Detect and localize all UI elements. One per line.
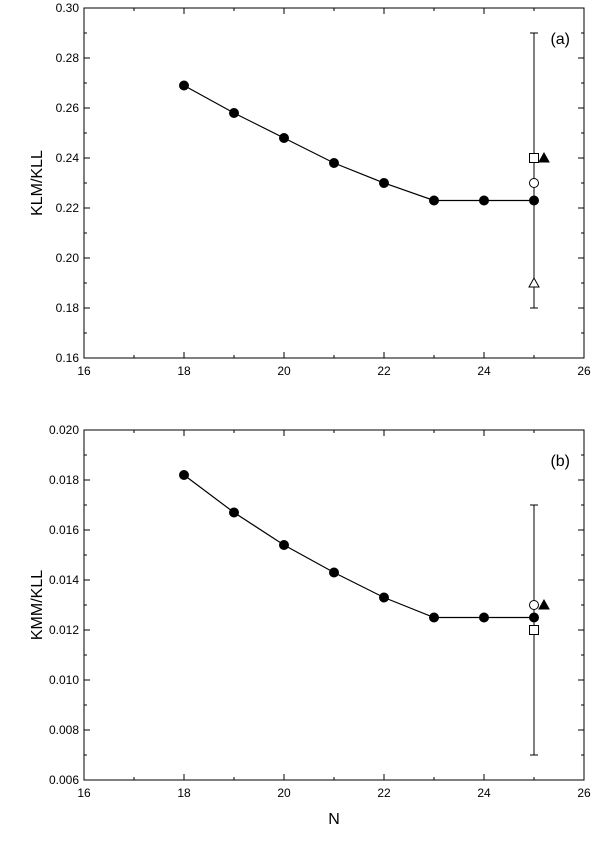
y-tick-label: 0.018	[49, 473, 79, 487]
y-tick-label: 0.26	[56, 101, 80, 115]
data-point	[479, 612, 489, 623]
data-point	[179, 470, 189, 480]
x-tick-label: 26	[577, 786, 591, 800]
comparison-point-open-square	[529, 625, 539, 635]
series-line	[183, 474, 534, 619]
y-tick-label: 0.16	[56, 351, 80, 365]
data-point	[529, 195, 539, 206]
plot-frame	[83, 7, 585, 359]
y-axis-label: KLM/KLL	[29, 150, 46, 216]
comparison-point-filled-triangle	[538, 151, 550, 163]
comparison-point-open-circle	[529, 600, 539, 610]
comparison-point-open-square	[529, 153, 539, 163]
data-point	[279, 540, 289, 550]
y-tick-label: 0.18	[56, 301, 80, 315]
y-tick-label: 0.006	[49, 773, 79, 787]
data-point	[329, 158, 339, 168]
y-tick-label: 0.008	[49, 723, 79, 737]
data-point	[379, 178, 389, 188]
x-tick-label: 18	[177, 364, 191, 378]
plot-frame	[83, 429, 585, 781]
comparison-point-filled-triangle	[538, 598, 550, 610]
data-point	[279, 133, 289, 143]
data-point	[179, 80, 189, 91]
y-tick-label: 0.012	[49, 623, 79, 637]
data-point	[229, 507, 239, 518]
x-tick-label: 22	[377, 364, 391, 378]
data-point	[379, 592, 389, 603]
y-tick-label: 0.016	[49, 523, 79, 537]
x-tick-label: 20	[277, 364, 291, 378]
panel-a: 16 18 20 22 24 26 0.16 0.18 0.20 0.22 0.24 0.26 0.28…	[29, 1, 591, 378]
series-line	[183, 84, 534, 202]
y-tick-label: 0.30	[56, 1, 80, 15]
x-tick-label: 26	[577, 364, 591, 378]
panel-label: (a)	[550, 31, 570, 48]
x-tick-label: 24	[477, 364, 491, 378]
x-tick-label: 22	[377, 786, 391, 800]
x-tick-label: 16	[77, 364, 91, 378]
comparison-point-open-triangle	[528, 276, 540, 288]
x-tick-label: 18	[177, 786, 191, 800]
y-tick-label: 0.010	[49, 673, 79, 687]
y-tick-label: 0.24	[56, 151, 80, 165]
y-tick-label: 0.020	[49, 423, 79, 437]
data-point	[229, 108, 239, 118]
data-point	[479, 195, 489, 206]
y-tick-label: 0.014	[49, 573, 79, 587]
panel-label: (b)	[550, 453, 570, 470]
panel-b: 16 18 20 22 24 26 0.006 0.008 0.010 0.012 0.014 0.0…	[29, 423, 591, 828]
x-tick-label: 24	[477, 786, 491, 800]
y-tick-label: 0.22	[56, 201, 80, 215]
data-point	[429, 195, 439, 206]
y-tick-label: 0.28	[56, 51, 80, 65]
data-point	[329, 567, 339, 578]
y-tick-label: 0.20	[56, 251, 80, 265]
y-axis-label: KMM/KLL	[29, 570, 46, 640]
comparison-point-open-circle	[529, 178, 539, 188]
x-tick-label: 16	[77, 786, 91, 800]
data-point	[429, 612, 439, 623]
x-axis-label: N	[328, 811, 340, 828]
data-point	[529, 612, 539, 623]
x-tick-label: 20	[277, 786, 291, 800]
